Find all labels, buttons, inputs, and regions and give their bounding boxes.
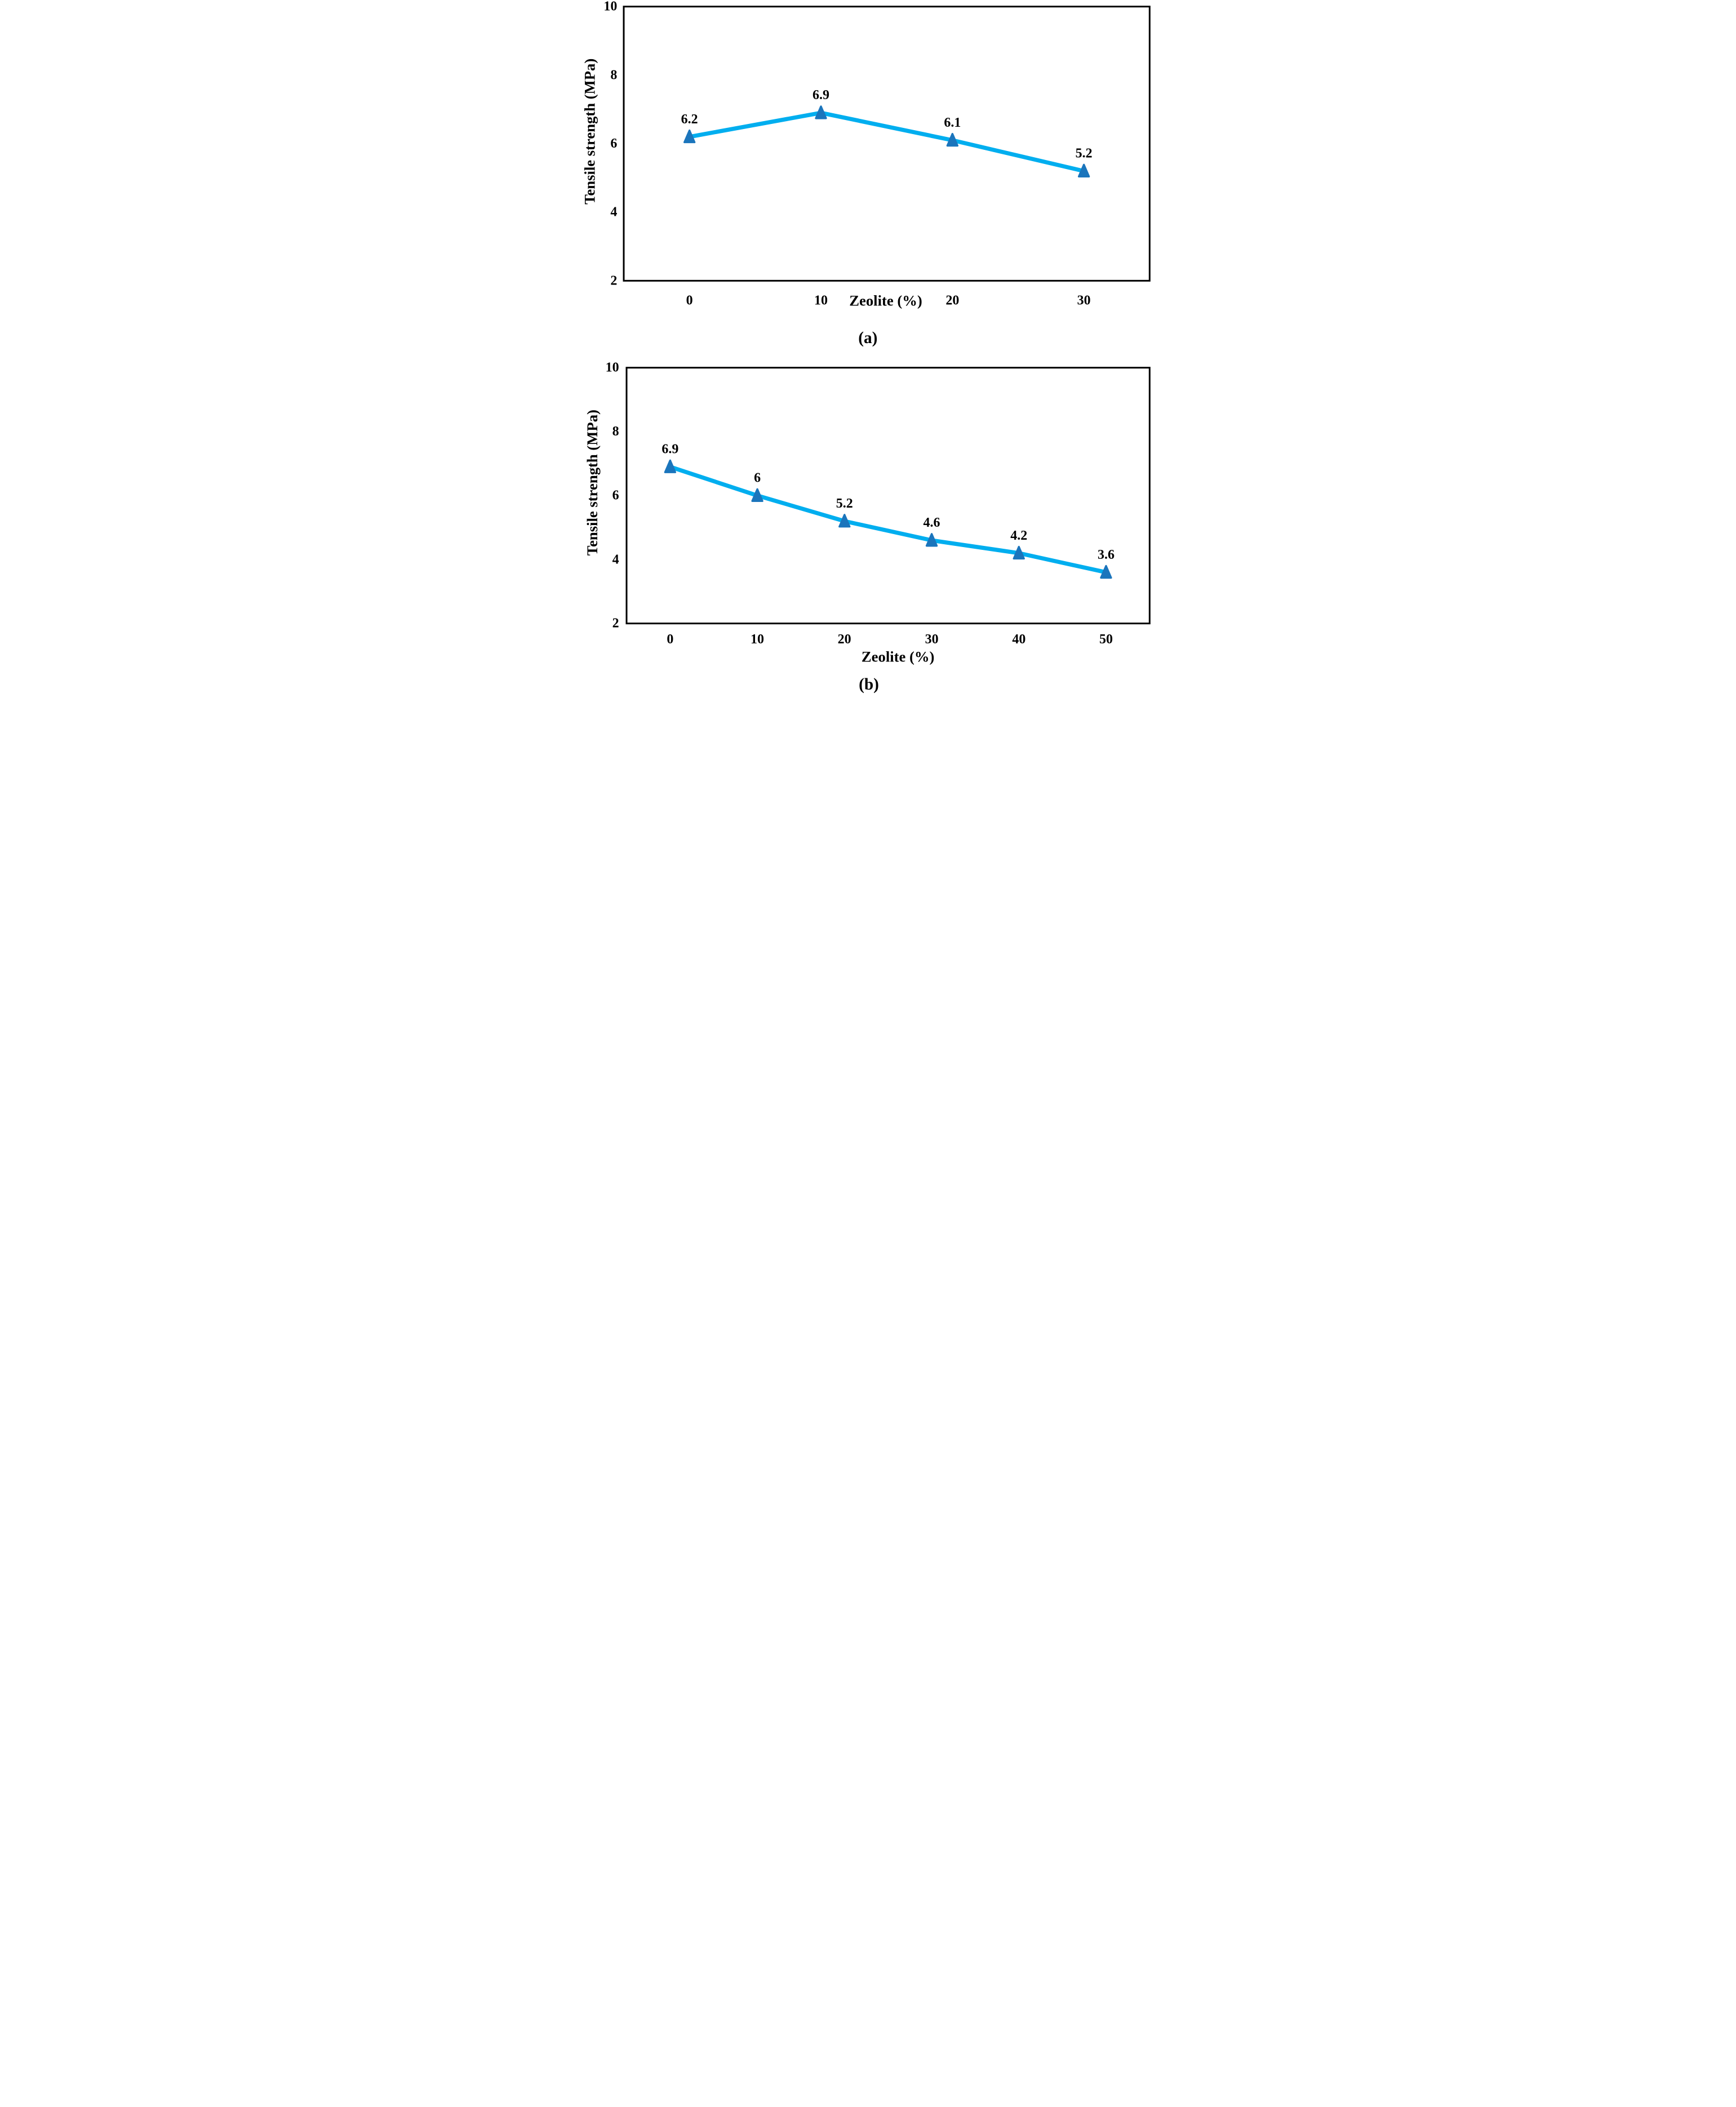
x-tick-label: 10 [751, 632, 764, 647]
x-tick-label: 40 [1012, 632, 1025, 647]
figure-container: 10 8 6 4 2 0 10 Zeolite (%) 20 30 Tensil… [579, 0, 1157, 703]
data-point-marker [1013, 545, 1025, 560]
y-tick-label: 2 [612, 616, 619, 631]
data-point-marker [925, 533, 938, 547]
series-line [689, 110, 1085, 174]
y-tick-label: 4 [610, 205, 617, 220]
x-tick-label: 30 [1077, 293, 1091, 308]
x-axis-title: Zeolite (%) [849, 292, 922, 309]
data-point-marker [1077, 163, 1090, 177]
data-point-marker [751, 488, 763, 502]
data-point-label: 6.1 [944, 115, 961, 130]
data-point-marker [815, 105, 827, 119]
y-tick-label: 8 [612, 424, 619, 439]
data-point-label: 6.2 [681, 112, 698, 127]
x-tick-label: 20 [838, 632, 851, 647]
y-tick-label: 2 [610, 273, 617, 288]
data-point-label: 3.6 [1098, 548, 1115, 562]
tensile-strength-figure: 10 8 6 4 2 0 10 Zeolite (%) 20 30 Tensil… [579, 0, 1157, 703]
x-tick-label: 30 [925, 632, 939, 647]
data-point-marker [683, 129, 696, 144]
x-tick-label: 0 [667, 632, 673, 647]
data-point-label: 4.6 [924, 515, 940, 530]
data-point-marker [1100, 564, 1112, 579]
y-tick-label: 6 [612, 488, 619, 503]
chart-b: 10 8 6 4 2 0 10 20 30 40 50 Zeolite (%) … [584, 361, 1151, 694]
data-point-marker [838, 514, 851, 528]
x-tick-label: 20 [945, 293, 959, 308]
data-point-label: 4.2 [1010, 528, 1027, 543]
chart-a: 10 8 6 4 2 0 10 Zeolite (%) 20 30 Tensil… [581, 0, 1151, 347]
y-tick-label: 4 [612, 552, 619, 567]
x-tick-label: 0 [686, 293, 693, 308]
data-point-marker [946, 132, 958, 147]
plot-area-frame [623, 6, 1151, 282]
y-axis-title: Tensile strength (MPa) [584, 410, 601, 555]
data-point-label: 6.9 [661, 442, 678, 457]
y-tick-label: 10 [606, 361, 619, 375]
data-point-label: 5.2 [836, 496, 853, 511]
y-tick-label: 10 [603, 0, 617, 14]
chart-a-caption: (a) [858, 329, 877, 347]
data-point-label: 6 [754, 471, 761, 486]
data-point-label: 5.2 [1076, 146, 1093, 161]
chart-b-caption: (b) [859, 675, 879, 694]
x-tick-label: 50 [1099, 632, 1113, 647]
data-point-marker [664, 459, 677, 473]
data-point-label: 6.9 [812, 88, 829, 103]
y-tick-label: 8 [610, 68, 617, 82]
series-group: 6.9 6 5.2 4.6 4.2 3.6 [661, 442, 1115, 579]
plot-area-frame [625, 367, 1151, 625]
y-axis-title: Tensile strength (MPa) [581, 59, 598, 205]
x-tick-label: 10 [814, 293, 828, 308]
y-tick-label: 6 [610, 136, 617, 151]
series-group: 6.2 6.9 6.1 5.2 [681, 88, 1093, 177]
series-line [669, 465, 1107, 575]
x-axis-title: Zeolite (%) [862, 648, 935, 665]
